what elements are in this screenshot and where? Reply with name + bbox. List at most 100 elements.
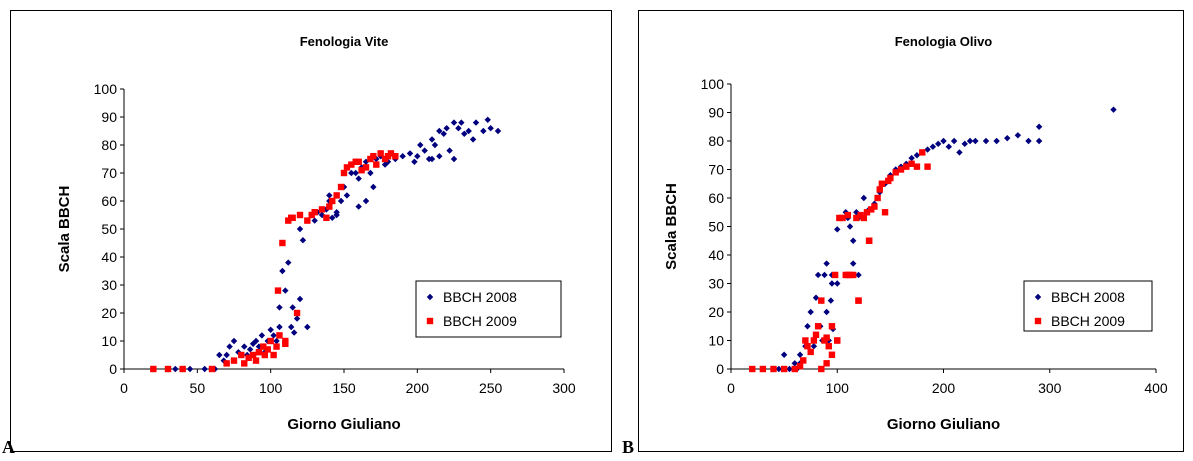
data-point [839,214,846,222]
data-point [276,323,283,331]
y-tick-label: 50 [101,221,117,237]
data-point [844,211,852,219]
scatter-chart-olivo: Fenologia Olivo 0 10 20 30 40 50 60 70 80 90 100 0 10… [663,34,1168,433]
data-point [812,331,820,338]
data-point [288,323,295,331]
data-point [223,351,230,359]
data-point [1014,132,1022,139]
data-point [823,308,830,316]
legend-box [1023,280,1153,332]
data-point [226,343,233,350]
data-point [279,239,286,247]
data-point [934,140,942,148]
data-point [428,155,436,163]
data-point [282,340,289,347]
data-point [800,357,807,364]
data-point [940,137,947,145]
data-point [802,337,809,344]
data-point [318,206,326,213]
data-point [311,217,318,224]
data-point [343,192,351,199]
data-point [804,343,811,350]
y-tick-label: 40 [101,249,117,265]
data-point [846,223,854,230]
data-point [329,197,336,205]
data-point [326,203,333,210]
data-point [844,271,852,279]
x-tick-label: 150 [332,380,356,396]
data-point [348,169,355,177]
y-axis-label: Scala BBCH [663,183,680,270]
data-point [812,294,820,301]
data-point [881,209,889,216]
data-point [370,183,377,191]
data-point [446,147,453,154]
chart-title: Fenologia Olivo [895,34,993,49]
data-point [1110,106,1117,113]
data-point [282,287,289,294]
legend: BBCH 2008 BBCH 2009 [1023,280,1153,332]
data-point [318,211,326,219]
data-point [150,365,157,373]
data-point [458,119,465,126]
data-point [876,186,883,193]
data-point [823,334,830,341]
data-point [871,203,878,210]
data-point [908,160,915,167]
data-point [264,346,271,353]
data-point [436,153,443,160]
data-point [796,362,804,370]
x-tick-label: 0 [120,380,128,396]
data-point [414,153,421,160]
data-point [252,357,260,364]
data-point [370,153,377,160]
data-point [834,226,841,233]
data-point [818,365,825,373]
y-tick-label: 40 [708,247,724,263]
data-point [472,119,480,126]
data-point [982,137,990,145]
x-tick-label: 400 [1144,380,1168,396]
data-point [860,194,868,202]
data-point [252,337,260,345]
y-tick-label: 0 [716,361,724,377]
y-tick-label: 30 [708,276,724,292]
data-point [230,357,238,364]
data-point [241,360,248,367]
data-point [362,197,370,205]
data-point [849,260,857,267]
series-2 [749,149,931,373]
y-tick-label: 10 [708,333,724,349]
legend-label: BBCH 2008 [443,289,517,305]
x-tick-label: 200 [406,380,430,396]
data-point [296,225,304,233]
data-point [329,214,336,221]
data-point [377,150,384,157]
chart-panel-b: Fenologia Olivo 0 10 20 30 40 50 60 70 80 90 100 0 10… [638,10,1184,452]
data-point [208,365,216,373]
data-point [428,136,436,143]
data-point [333,192,340,199]
y-axis-label: Scala BBCH [56,186,73,273]
data-point [849,271,857,279]
data-point [929,143,937,150]
legend-label: BBCH 2009 [443,313,517,329]
data-point [855,297,862,304]
series-2 [150,150,399,373]
data-point [337,183,345,191]
x-tick-label: 250 [479,380,503,396]
x-tick-label: 0 [727,380,735,396]
data-point [246,346,254,353]
data-point [821,271,828,279]
data-point [304,323,311,331]
data-point [461,130,468,137]
data-point [913,152,921,159]
panel-letter-a: A [2,437,15,457]
data-point [355,203,362,210]
data-point [1025,137,1032,145]
data-point [343,164,351,171]
data-point [238,351,245,359]
data-point [450,119,458,126]
data-point [770,365,777,373]
data-point [825,343,832,350]
